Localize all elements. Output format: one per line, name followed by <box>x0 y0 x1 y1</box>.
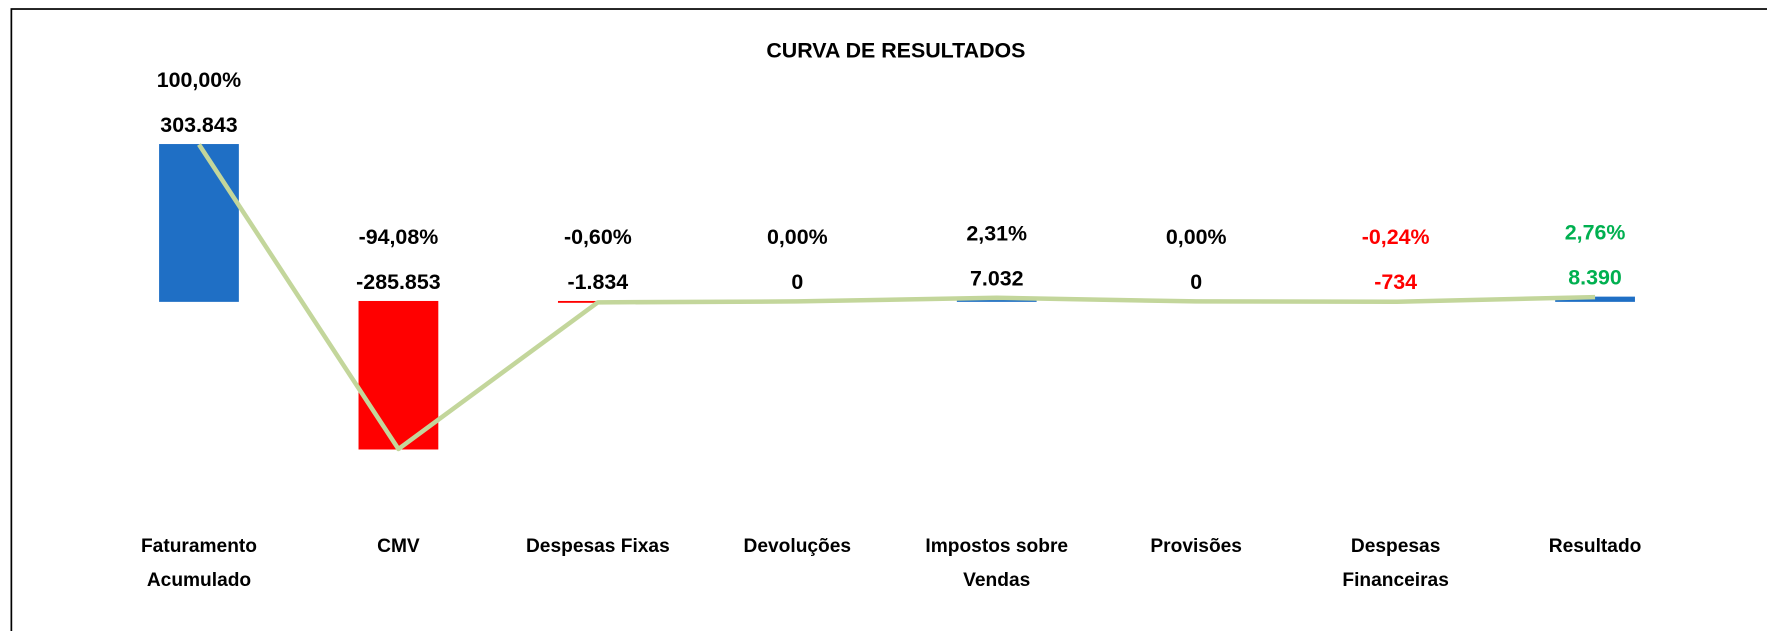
value-label: -734 <box>1374 270 1417 294</box>
bar <box>159 144 239 302</box>
x-tick-label: Devoluções <box>743 535 852 557</box>
value-label: -285.853 <box>356 270 441 294</box>
x-tick-label: Despesas Fixas <box>525 535 670 557</box>
x-tick-label: Resultado <box>1548 535 1642 557</box>
value-label: 7.032 <box>970 266 1024 290</box>
x-tick-label: Despesas Financeiras <box>1342 535 1449 591</box>
x-tick-label-box: Provisões <box>1150 535 1242 557</box>
percent-label: -94,08% <box>359 225 439 249</box>
result-line <box>197 143 1596 452</box>
percent-label: 2,76% <box>1565 221 1626 245</box>
percent-label: 2,31% <box>966 221 1027 245</box>
chart-frame <box>10 8 1767 631</box>
x-tick-label-box: CMV <box>377 535 420 557</box>
percent-label: 100,00% <box>157 68 241 92</box>
percent-label: 0,00% <box>1166 225 1227 249</box>
x-tick-label-box: Devoluções <box>743 535 852 557</box>
percent-label: -0,60% <box>564 225 632 249</box>
value-label: 0 <box>1190 270 1202 294</box>
percent-label: 0,00% <box>767 225 828 249</box>
x-tick-label: Provisões <box>1150 535 1242 557</box>
x-tick-label-box: Despesas Fixas <box>525 535 670 557</box>
x-tick-label-box: Resultado <box>1548 535 1642 557</box>
value-label: 303.843 <box>160 113 237 137</box>
x-tick-label-box: Despesas Financeiras <box>1342 535 1449 591</box>
x-tick-label: CMV <box>377 535 420 557</box>
x-tick-label-box: Impostos sobre Vendas <box>925 535 1069 591</box>
x-tick-label: Impostos sobre Vendas <box>925 535 1069 591</box>
value-label: 8.390 <box>1568 266 1622 290</box>
value-label: 0 <box>791 270 803 294</box>
value-label: -1.834 <box>568 270 629 294</box>
percent-label: -0,24% <box>1362 225 1430 249</box>
bar <box>358 300 439 450</box>
chart-title: CURVA DE RESULTADOS <box>766 38 1025 62</box>
x-tick-label-box: Faturamento Acumulado <box>140 535 257 591</box>
x-tick-label: Faturamento Acumulado <box>140 535 257 591</box>
